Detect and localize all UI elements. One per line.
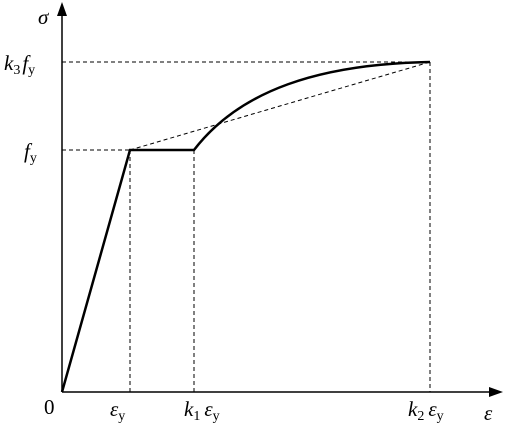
k1ey-label: k1 εy	[184, 397, 220, 424]
label-part: ε	[428, 397, 437, 421]
label-part: ε	[204, 397, 213, 421]
k3fy-label: k3fy	[4, 51, 35, 78]
y-axis-label: σ	[38, 5, 50, 29]
label-part: y	[213, 409, 220, 424]
label-part: f	[22, 51, 31, 75]
label-part: y	[28, 63, 35, 78]
label-part: y	[118, 409, 125, 424]
label-part: ε	[110, 397, 119, 421]
x-axis-label: ε	[484, 401, 493, 425]
stress-strain-curve	[60, 60, 431, 393]
ey-label: εy	[110, 397, 125, 424]
label-part: 1	[193, 409, 200, 424]
label-part: 2	[417, 409, 424, 424]
label-part: y	[30, 151, 37, 166]
guide	[129, 61, 431, 151]
label-part: k	[4, 51, 14, 75]
label-part: k	[408, 397, 418, 421]
y-arrow	[57, 2, 67, 16]
label-part: y	[437, 409, 444, 424]
label-part: 3	[13, 63, 20, 78]
label-part: f	[24, 139, 33, 163]
x-arrow	[489, 387, 503, 397]
k2ey-label: k2 εy	[408, 397, 444, 424]
label-part: k	[184, 397, 194, 421]
origin-label: 0	[44, 395, 55, 419]
fy-label: fy	[24, 139, 37, 166]
